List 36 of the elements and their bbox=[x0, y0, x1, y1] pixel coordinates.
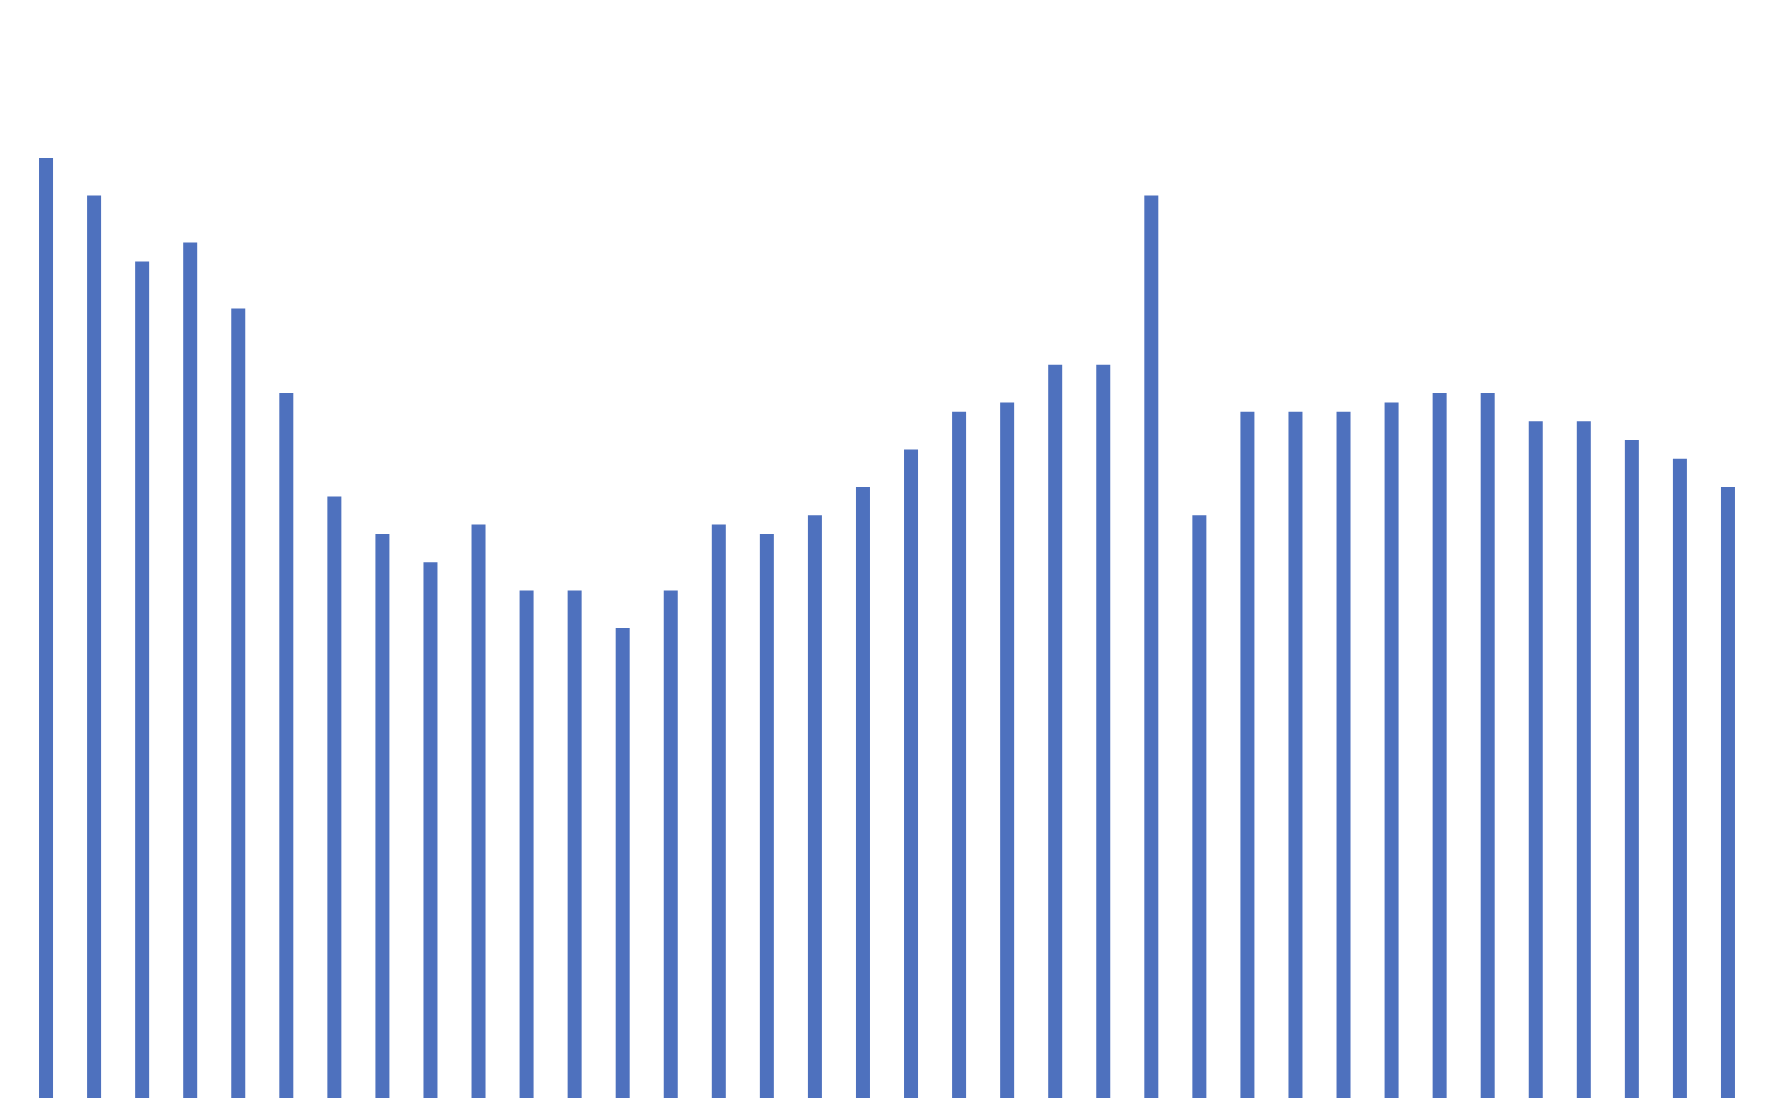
bar bbox=[759, 534, 774, 1098]
bar bbox=[1144, 195, 1159, 1098]
bar bbox=[615, 628, 630, 1098]
bar bbox=[1336, 411, 1351, 1098]
bar bbox=[231, 308, 246, 1098]
bar bbox=[519, 590, 534, 1098]
bar bbox=[1528, 421, 1543, 1098]
bar bbox=[1096, 364, 1111, 1098]
bar bbox=[87, 195, 102, 1098]
bar bbox=[183, 242, 198, 1098]
bar bbox=[952, 411, 967, 1098]
bar bbox=[1624, 440, 1639, 1098]
bar bbox=[1576, 421, 1591, 1098]
bar bbox=[375, 534, 390, 1098]
bar bbox=[1288, 411, 1303, 1098]
bar bbox=[663, 590, 678, 1098]
bar bbox=[423, 562, 438, 1098]
bar bbox=[327, 496, 342, 1098]
bar bbox=[1480, 393, 1495, 1098]
bar bbox=[1720, 487, 1735, 1098]
bar bbox=[1240, 411, 1255, 1098]
bar bbox=[1432, 393, 1447, 1098]
bar bbox=[279, 393, 294, 1098]
bar bbox=[39, 158, 54, 1098]
bar bbox=[904, 449, 919, 1098]
bar bbox=[135, 261, 150, 1098]
bar bbox=[855, 487, 870, 1098]
bar bbox=[567, 590, 582, 1098]
bar bbox=[1000, 402, 1015, 1098]
bar bbox=[471, 524, 486, 1098]
bar bbox=[1192, 515, 1207, 1098]
bar bbox=[1048, 364, 1063, 1098]
bar bbox=[711, 524, 726, 1098]
bar bbox=[807, 515, 822, 1098]
bar bbox=[1384, 402, 1399, 1098]
bar bbox=[1672, 458, 1687, 1098]
